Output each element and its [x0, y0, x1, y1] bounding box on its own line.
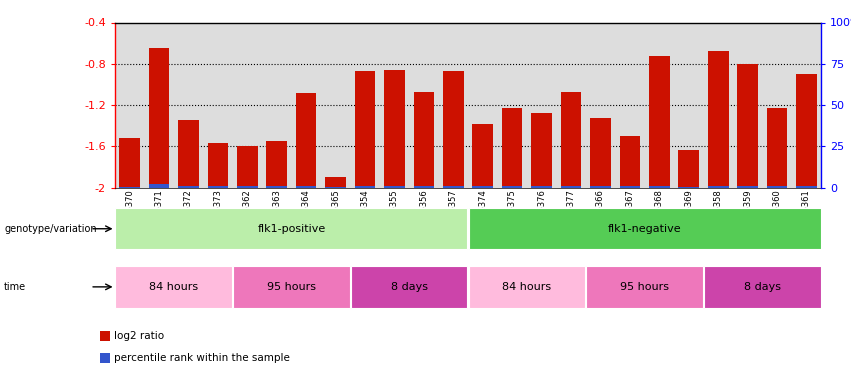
- Bar: [149, 184, 169, 188]
- Bar: [531, 186, 552, 188]
- Text: flk1-negative: flk1-negative: [608, 224, 682, 234]
- Text: 95 hours: 95 hours: [267, 282, 316, 292]
- Bar: [414, 92, 434, 188]
- Text: percentile rank within the sample: percentile rank within the sample: [114, 353, 289, 363]
- Bar: [678, 187, 699, 188]
- Bar: [355, 186, 375, 188]
- Bar: [178, 120, 199, 188]
- Text: 84 hours: 84 hours: [149, 282, 198, 292]
- Bar: [351, 266, 467, 308]
- Bar: [737, 186, 758, 188]
- Bar: [472, 186, 493, 188]
- Bar: [296, 186, 317, 188]
- Bar: [591, 186, 611, 188]
- Text: genotype/variation: genotype/variation: [4, 224, 97, 234]
- Bar: [591, 118, 611, 188]
- Bar: [119, 187, 140, 188]
- Bar: [649, 186, 670, 188]
- Bar: [414, 186, 434, 188]
- Bar: [208, 186, 228, 188]
- Bar: [502, 186, 523, 188]
- Bar: [116, 266, 232, 308]
- Text: 8 days: 8 days: [744, 282, 781, 292]
- Bar: [233, 266, 350, 308]
- Bar: [586, 266, 703, 308]
- Text: 8 days: 8 days: [391, 282, 428, 292]
- Bar: [443, 186, 464, 188]
- Bar: [737, 64, 758, 188]
- Bar: [119, 138, 140, 188]
- Bar: [149, 48, 169, 188]
- Bar: [208, 143, 228, 188]
- Bar: [708, 51, 728, 188]
- Bar: [708, 186, 728, 188]
- Bar: [237, 186, 258, 188]
- Bar: [678, 150, 699, 188]
- Bar: [384, 186, 405, 188]
- Bar: [502, 108, 523, 188]
- Bar: [531, 113, 552, 188]
- Bar: [100, 331, 111, 341]
- Bar: [704, 266, 820, 308]
- Bar: [767, 186, 787, 188]
- Bar: [620, 186, 640, 188]
- Bar: [384, 70, 405, 188]
- Bar: [116, 208, 467, 249]
- Text: 84 hours: 84 hours: [502, 282, 551, 292]
- Bar: [469, 208, 820, 249]
- Text: time: time: [4, 282, 26, 292]
- Bar: [325, 177, 346, 188]
- Bar: [237, 146, 258, 188]
- Bar: [325, 187, 346, 188]
- Bar: [443, 71, 464, 188]
- Bar: [296, 93, 317, 188]
- Bar: [355, 71, 375, 188]
- Bar: [178, 186, 199, 188]
- Bar: [649, 56, 670, 188]
- Bar: [561, 186, 581, 188]
- Bar: [797, 186, 817, 188]
- Text: log2 ratio: log2 ratio: [114, 331, 164, 341]
- Bar: [469, 266, 585, 308]
- Text: 95 hours: 95 hours: [620, 282, 669, 292]
- Bar: [797, 74, 817, 188]
- Bar: [266, 186, 287, 188]
- Bar: [620, 136, 640, 188]
- Bar: [266, 141, 287, 188]
- Bar: [767, 108, 787, 188]
- Bar: [561, 92, 581, 188]
- Bar: [472, 124, 493, 188]
- Bar: [100, 353, 111, 363]
- Text: flk1-positive: flk1-positive: [257, 224, 326, 234]
